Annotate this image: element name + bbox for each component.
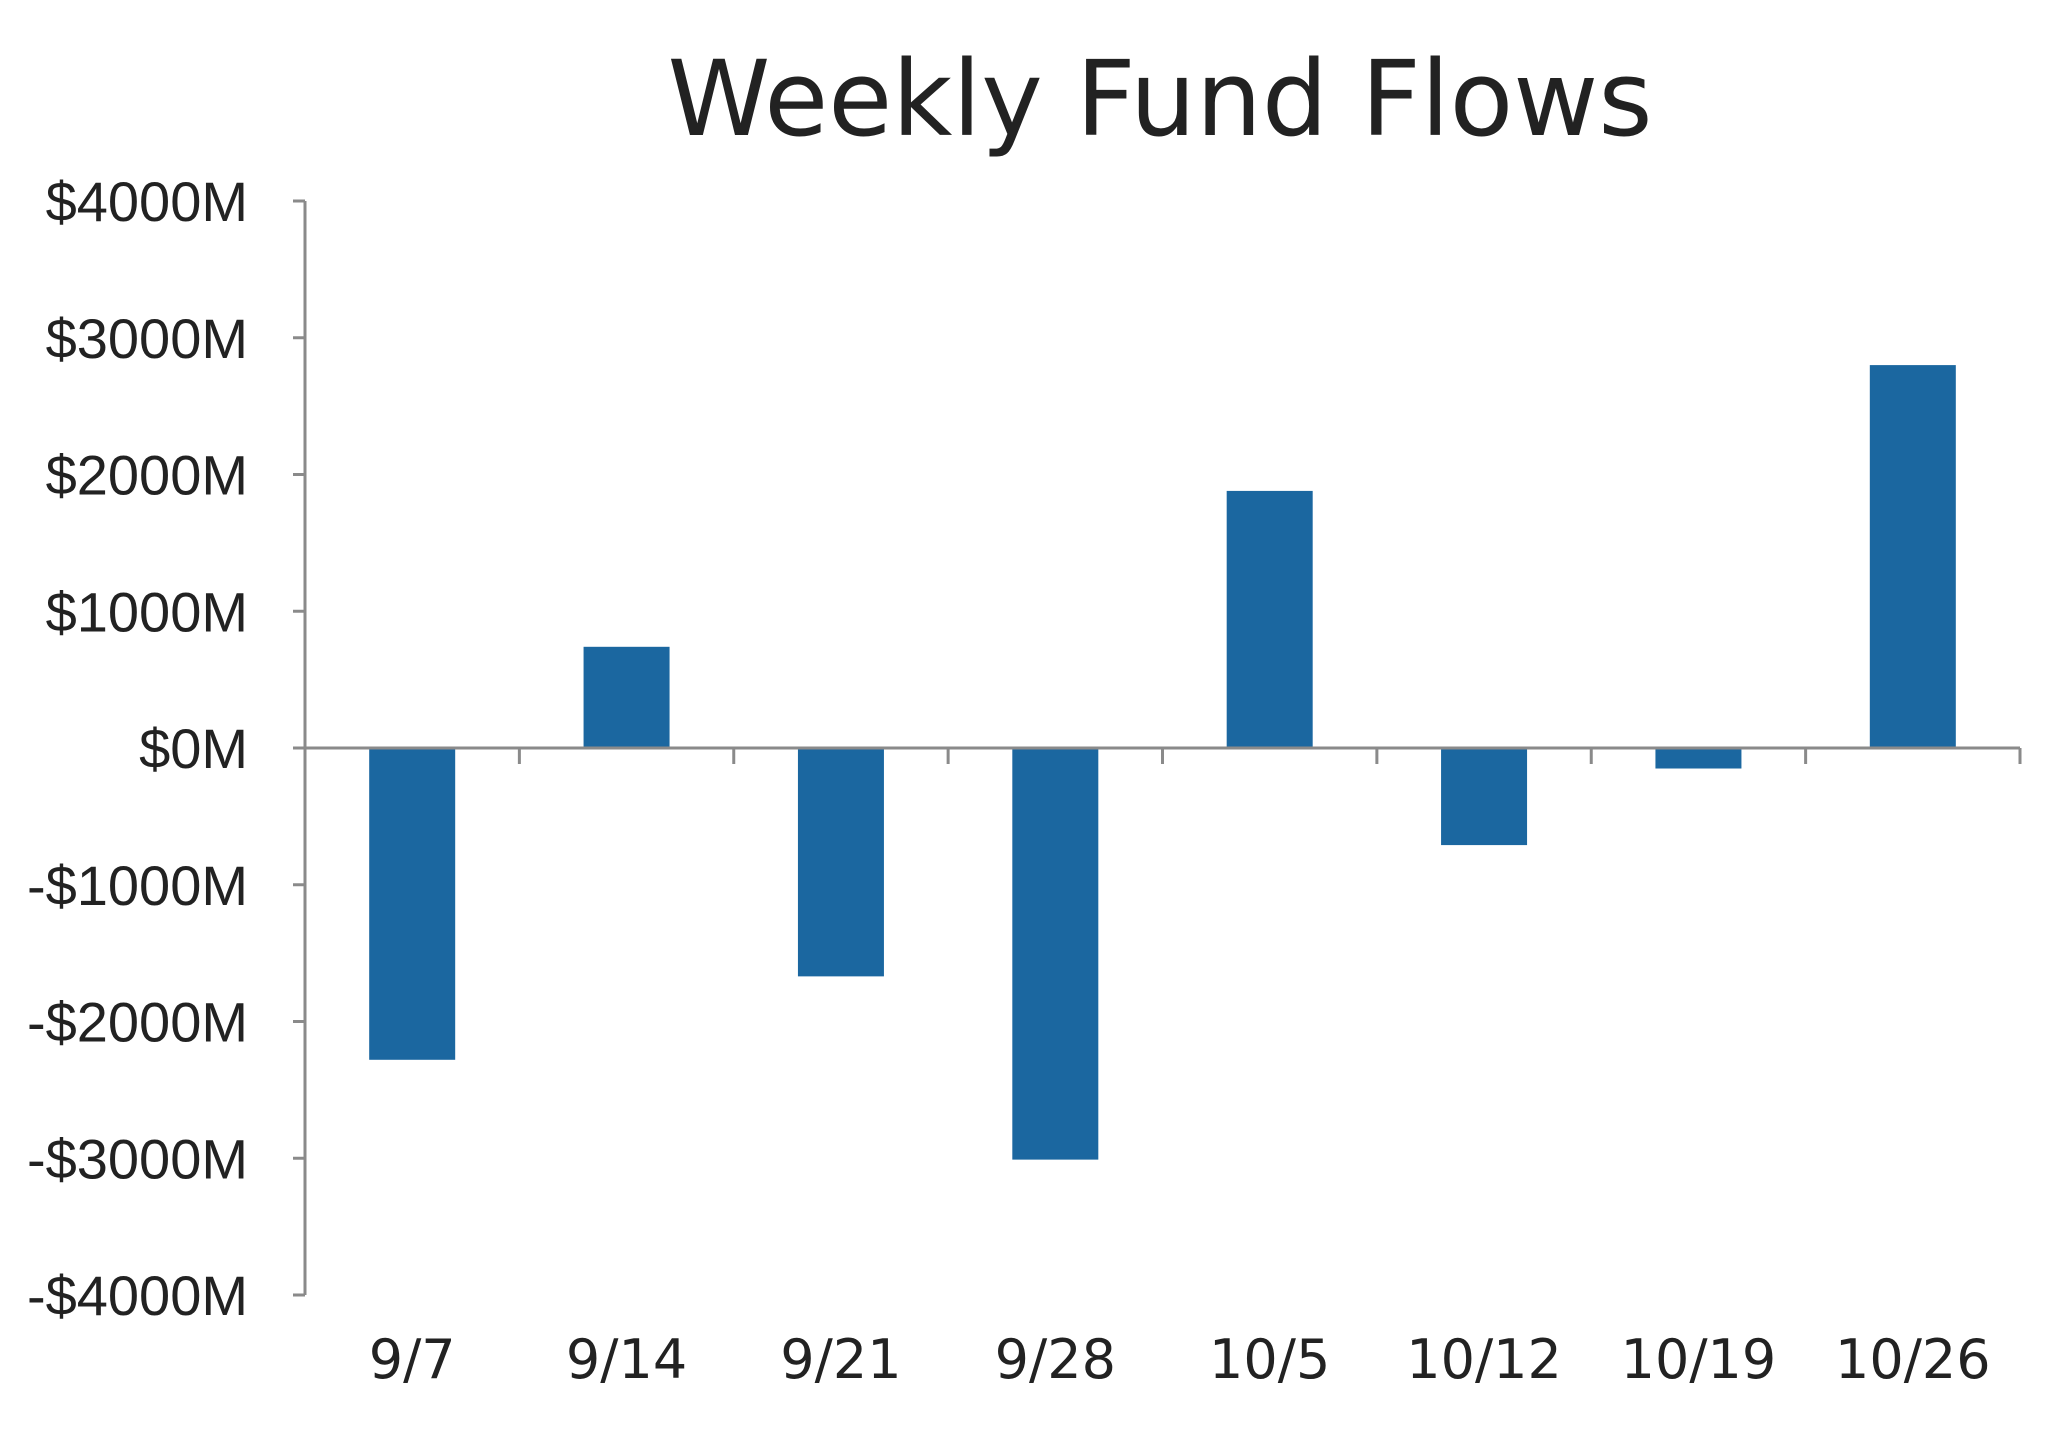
bar bbox=[1441, 748, 1528, 846]
x-tick-label: 9/28 bbox=[995, 1328, 1116, 1391]
x-tick-label: 9/7 bbox=[369, 1328, 456, 1391]
bar bbox=[369, 748, 456, 1060]
bars bbox=[369, 365, 1956, 1160]
x-tick-label: 10/12 bbox=[1406, 1328, 1562, 1391]
bar bbox=[583, 646, 670, 748]
y-tick-label: -$4000M bbox=[27, 1264, 248, 1327]
x-tick-label: 10/19 bbox=[1621, 1328, 1777, 1391]
x-tick-label: 9/14 bbox=[566, 1328, 687, 1391]
y-tick-label: $2000M bbox=[46, 444, 248, 507]
y-axis: $4000M $3000M $2000M $1000M $0M -$1000M -$2000… bbox=[27, 170, 307, 1327]
bar bbox=[1012, 748, 1099, 1160]
y-tick-label: $3000M bbox=[46, 307, 248, 370]
bar bbox=[1226, 490, 1313, 748]
x-tick-label: 10/5 bbox=[1209, 1328, 1330, 1391]
y-tick-label: $0M bbox=[139, 717, 248, 780]
bar bbox=[1655, 748, 1742, 769]
y-tick-label: -$1000M bbox=[27, 854, 248, 917]
chart-title: Weekly Fund Flows bbox=[667, 38, 1652, 160]
bar bbox=[797, 748, 884, 977]
x-tick-label: 9/21 bbox=[780, 1328, 901, 1391]
y-tick-label: -$2000M bbox=[27, 991, 248, 1054]
y-tick-label: $4000M bbox=[46, 170, 248, 233]
x-axis: 9/7 9/14 9/21 9/28 10/5 10/12 10/19 10/26 bbox=[305, 746, 2022, 1391]
x-tick-label: 10/26 bbox=[1835, 1328, 1991, 1391]
bar bbox=[1869, 365, 1956, 748]
y-tick-label: $1000M bbox=[46, 580, 248, 643]
y-tick-label: -$3000M bbox=[27, 1127, 248, 1190]
